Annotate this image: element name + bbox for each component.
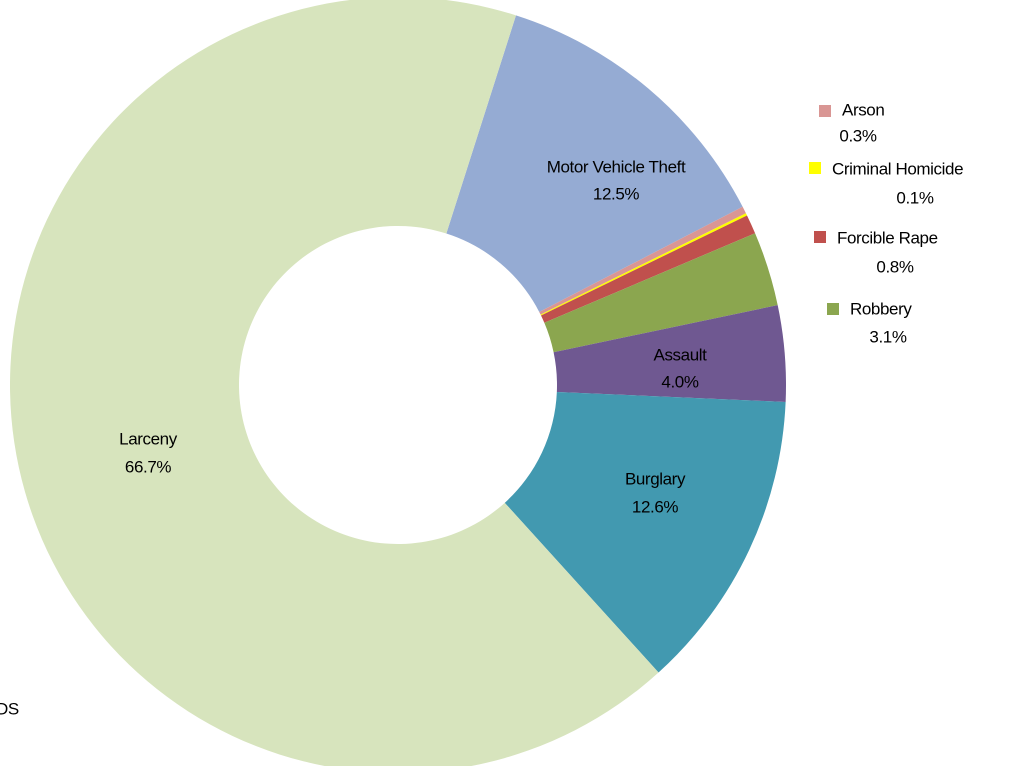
donut-slice <box>544 233 778 353</box>
donut-slice <box>10 0 659 766</box>
slice-label: Forcible Rape <box>837 228 938 247</box>
slice-value-label: 3.1% <box>869 327 906 346</box>
slice-label: Criminal Homicide <box>832 159 963 178</box>
legend-swatch <box>814 231 826 243</box>
slice-label: Motor Vehicle Theft <box>547 157 686 176</box>
slice-label: Arson <box>842 100 884 119</box>
slice-label: Robbery <box>850 299 912 318</box>
slice-value-label: 66.7% <box>125 457 171 476</box>
slice-value-label: 4.0% <box>661 372 698 391</box>
donut-slice <box>553 305 786 402</box>
legend-swatch <box>819 105 831 117</box>
donut-slice <box>540 213 748 316</box>
slice-label: Assault <box>654 345 708 364</box>
donut-slice <box>539 206 746 315</box>
slice-label: Larceny <box>119 429 178 448</box>
annotation: DS <box>0 699 19 718</box>
donut-slice <box>541 215 756 323</box>
legend-swatch <box>827 303 839 315</box>
slice-value-label: 0.8% <box>876 257 913 276</box>
slice-value-label: 12.5% <box>593 184 639 203</box>
slice-value-label: 0.1% <box>896 188 933 207</box>
slice-value-label: 0.3% <box>839 126 876 145</box>
slice-value-label: 12.6% <box>632 497 678 516</box>
donut-slice <box>504 391 786 673</box>
donut-slice <box>446 15 743 312</box>
legend-swatch <box>809 162 821 174</box>
slice-label: Burglary <box>625 469 686 488</box>
